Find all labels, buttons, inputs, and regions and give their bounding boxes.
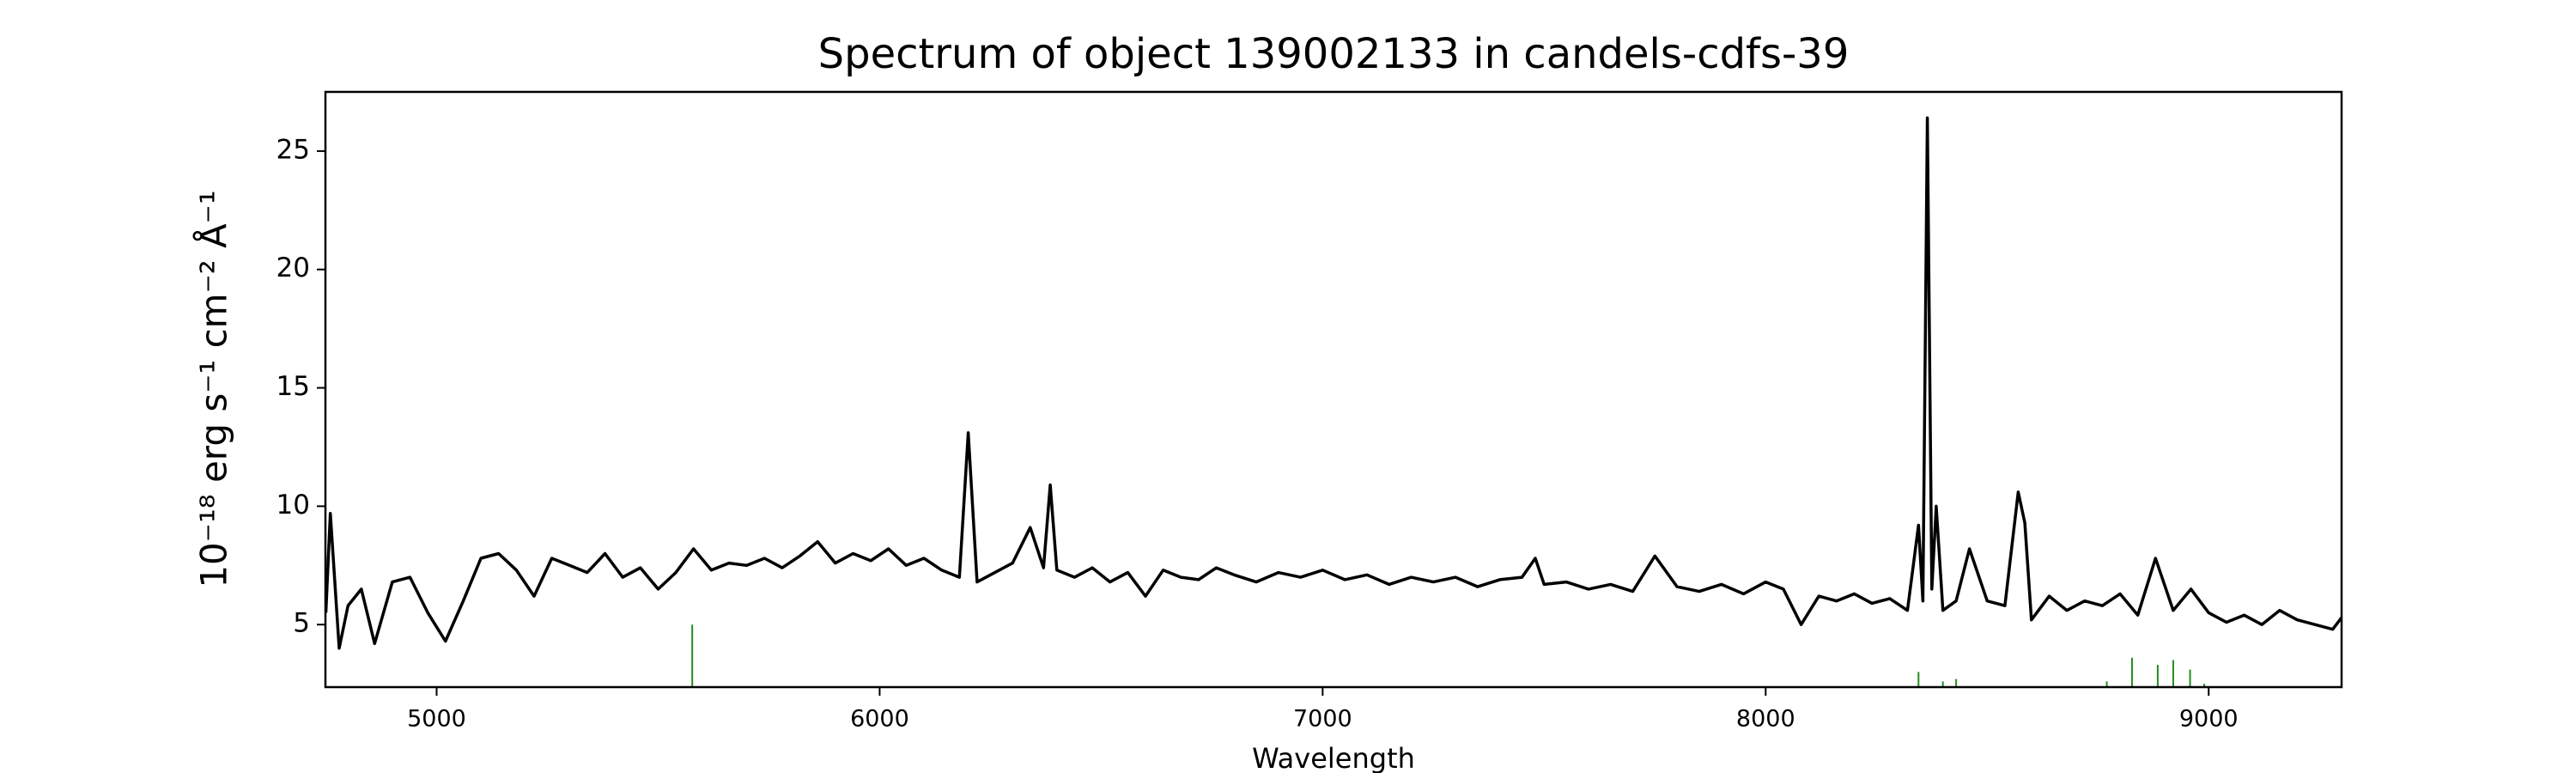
spectrum-line bbox=[325, 116, 2342, 650]
y-tick-label: 25 bbox=[276, 134, 310, 165]
x-tick-label: 5000 bbox=[407, 706, 466, 733]
x-tick-label: 8000 bbox=[1736, 706, 1795, 733]
plot-area bbox=[325, 116, 2342, 687]
x-tick-label: 9000 bbox=[2179, 706, 2239, 733]
y-tick-label: 20 bbox=[276, 253, 310, 283]
plot-frame bbox=[324, 90, 2343, 689]
y-tick-label: 10 bbox=[276, 490, 310, 520]
x-axis-label: Wavelength bbox=[1252, 742, 1415, 773]
x-tick-label: 6000 bbox=[850, 706, 909, 733]
chart-title: Spectrum of object 139002133 in candels-… bbox=[818, 30, 1850, 78]
y-axis-label: 10⁻¹⁸ erg s⁻¹ cm⁻² Å⁻¹ bbox=[192, 190, 235, 587]
x-tick-label: 7000 bbox=[1293, 706, 1352, 733]
y-tick-label: 5 bbox=[293, 608, 310, 639]
y-tick-label: 15 bbox=[276, 371, 310, 402]
